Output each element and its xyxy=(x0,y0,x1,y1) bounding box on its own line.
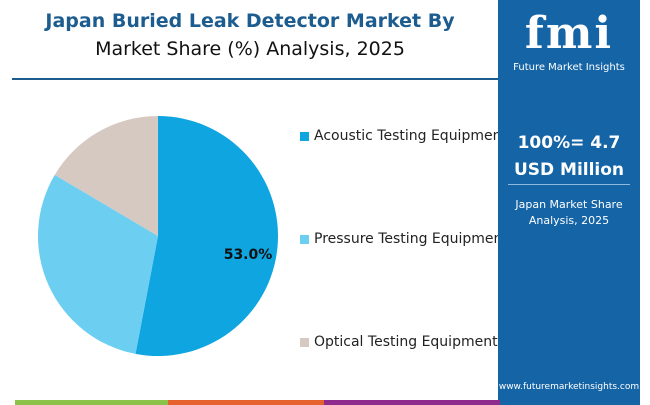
legend-item: Pressure Testing Equipment xyxy=(300,231,508,247)
website-link[interactable]: www.futuremarketinsights.com xyxy=(498,382,640,392)
footer-bar-purple xyxy=(324,400,500,405)
legend-swatch xyxy=(300,234,309,244)
market-total: 100%= 4.7 USD Million xyxy=(498,130,640,184)
pie-chart: 53.0% xyxy=(37,116,278,356)
footer-bar-orange xyxy=(168,400,324,405)
pie-data-label: 53.0% xyxy=(224,247,273,263)
total-unit: USD Million xyxy=(513,160,625,180)
legend-item: Acoustic Testing Equipment xyxy=(300,128,507,144)
legend-label: Acoustic Testing Equipment xyxy=(314,128,507,144)
legend-label: Pressure Testing Equipment xyxy=(314,231,508,247)
legend-swatch xyxy=(300,337,309,347)
pie-slice-2 xyxy=(54,116,159,236)
total-value: 100%= 4.7 xyxy=(517,133,621,153)
panel-divider xyxy=(508,184,630,185)
title-divider xyxy=(12,78,498,80)
legend-swatch xyxy=(300,131,309,141)
chart-subtitle: Market Share (%) Analysis, 2025 xyxy=(95,38,405,60)
panel-caption: Japan Market Share Analysis, 2025 xyxy=(515,198,623,227)
chart-title: Japan Buried Leak Detector Market By xyxy=(45,10,455,32)
info-panel: fmi Future Market Insights 100%= 4.7 USD … xyxy=(498,0,640,405)
fmi-logo: fmi xyxy=(524,8,614,59)
pie-slice-1 xyxy=(37,174,159,354)
pie-slice-0 xyxy=(135,116,278,356)
footer-bar-green xyxy=(15,400,168,405)
legend-item: Optical Testing Equipment xyxy=(300,334,498,350)
logo-subtitle: Future Market Insights xyxy=(513,62,625,73)
legend-label: Optical Testing Equipment xyxy=(314,334,498,350)
